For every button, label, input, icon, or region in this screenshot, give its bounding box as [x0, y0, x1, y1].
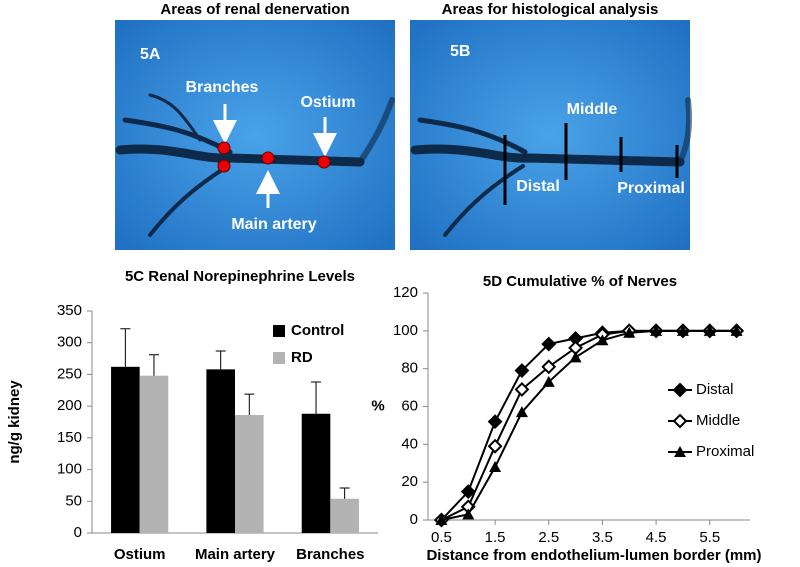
- x-tick-label: Ostium: [114, 546, 166, 563]
- vessels: [115, 93, 395, 237]
- y-tick-label: 60: [401, 397, 418, 414]
- marker: [541, 336, 557, 352]
- marker: [541, 359, 557, 375]
- x-tick-label: Main artery: [195, 546, 276, 563]
- chart-title: 5D Cumulative % of Nerves: [483, 273, 677, 290]
- legend-label: Control: [291, 322, 344, 339]
- error-bar: [244, 393, 255, 416]
- marker: [650, 324, 663, 336]
- annotation: Branches: [186, 79, 259, 96]
- marker: [489, 461, 502, 473]
- annotation: Ostium: [300, 94, 355, 111]
- x-tick-label: 1.5: [485, 529, 506, 546]
- legend-label: Middle: [696, 412, 740, 429]
- vessels: [410, 97, 693, 237]
- line: [440, 329, 737, 521]
- bar: [111, 366, 140, 533]
- y-tick-label: 80: [401, 360, 418, 377]
- y-axis-label: %: [371, 397, 384, 414]
- legend-swatch: [273, 325, 285, 337]
- chart-title: 5C Renal Norepinephrine Levels: [125, 268, 355, 285]
- panel-title: Areas for histological analysis: [442, 1, 659, 18]
- y-tick-label: 200: [57, 397, 82, 414]
- panel-title: Areas of renal denervation: [160, 1, 349, 18]
- panel-label: 5B: [450, 43, 470, 60]
- x-tick-label: 0.5: [431, 529, 452, 546]
- marker: [569, 351, 582, 363]
- marker: [596, 334, 609, 346]
- y-tick-label: 40: [401, 435, 418, 452]
- error-bar: [339, 487, 350, 499]
- x-tick-label: Branches: [296, 546, 364, 563]
- marker: [460, 484, 476, 500]
- legend-label: Distal: [696, 381, 734, 398]
- legend-label: Proximal: [696, 443, 754, 460]
- legend-marker: [674, 446, 686, 457]
- marker: [730, 324, 743, 336]
- panel-label: 5A: [140, 46, 161, 63]
- y-tick-label: 50: [65, 492, 82, 509]
- bar: [139, 375, 169, 533]
- y-tick-label: 20: [401, 473, 418, 490]
- x-tick-label: 3.5: [592, 529, 613, 546]
- annotation: Main artery: [231, 216, 316, 233]
- legend-swatch: [273, 352, 285, 364]
- marker: [515, 406, 528, 418]
- panel-a: Areas of renal denervation 5A Branches O…: [115, 1, 395, 250]
- section-lines: [503, 123, 679, 205]
- y-tick-label: 120: [393, 284, 418, 301]
- panel-b: Areas for histological analysis 5B Middl…: [410, 1, 693, 250]
- arrows: [213, 104, 337, 208]
- x-tick-label: 5.5: [699, 529, 720, 546]
- legend-marker: [672, 413, 688, 429]
- error-bar: [311, 381, 322, 414]
- y-tick-label: 0: [74, 524, 82, 541]
- bar: [301, 413, 331, 533]
- error-bar: [120, 328, 131, 367]
- y-tick-label: 100: [57, 461, 82, 478]
- marker: [487, 414, 503, 430]
- angiogram: [410, 20, 690, 250]
- line: [441, 329, 737, 521]
- annotation: Proximal: [617, 180, 685, 197]
- y-tick-label: 150: [57, 429, 82, 446]
- sites: [217, 141, 331, 173]
- legend-label: RD: [291, 349, 313, 366]
- legend-marker: [672, 382, 688, 398]
- y-tick-label: 300: [57, 334, 82, 351]
- y-axis-label: ng/g kidney: [6, 380, 23, 464]
- error-bar: [215, 350, 226, 370]
- annotation: Middle: [567, 101, 618, 118]
- y-tick-label: 350: [57, 302, 82, 319]
- annotation: Distal: [516, 178, 560, 195]
- line: [440, 329, 737, 521]
- marker: [487, 438, 503, 454]
- marker: [703, 324, 716, 336]
- bar: [235, 415, 264, 533]
- y-tick-label: 250: [57, 365, 82, 382]
- x-tick-label: 4.5: [646, 529, 667, 546]
- marker: [514, 382, 530, 397]
- marker: [542, 375, 555, 387]
- angiogram: [115, 20, 395, 250]
- charts: 5C Renal Norepinephrine Levels ng/g kidne…: [6, 268, 762, 564]
- marker: [462, 508, 475, 520]
- marker: [435, 514, 448, 525]
- y-tick-label: 0: [410, 511, 418, 528]
- x-axis-label: Distance from endothelium-lumen border (…: [426, 547, 761, 564]
- bar: [206, 369, 235, 533]
- marker: [676, 324, 689, 336]
- x-tick-label: 2.5: [538, 529, 559, 546]
- error-bar: [148, 354, 159, 376]
- marker: [623, 326, 636, 338]
- marker: [514, 363, 530, 378]
- bar: [330, 498, 359, 533]
- y-tick-label: 100: [393, 322, 418, 339]
